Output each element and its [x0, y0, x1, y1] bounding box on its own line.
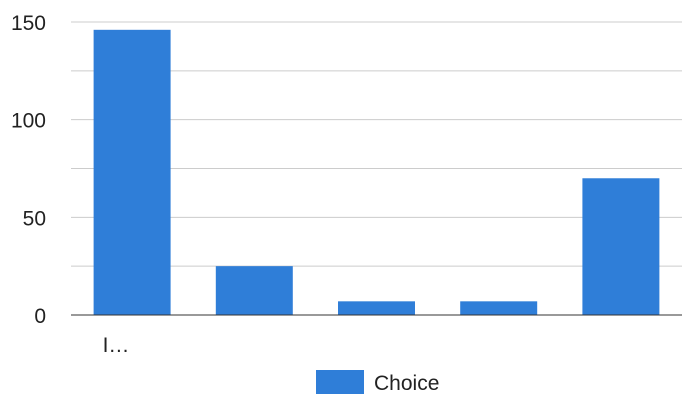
x-tick-label: I… — [103, 334, 130, 357]
y-axis-tick-labels: 0 50 100 150 — [11, 12, 46, 328]
legend-swatch — [316, 370, 364, 394]
y-tick-label: 100 — [11, 110, 46, 133]
legend: Choice — [316, 370, 439, 395]
y-tick-label: 0 — [34, 305, 46, 328]
legend-label: Choice — [374, 372, 439, 395]
gridlines — [71, 21, 682, 267]
bar — [338, 301, 415, 315]
y-tick-label: 150 — [11, 12, 46, 35]
bar — [93, 29, 171, 316]
y-tick-label: 50 — [23, 207, 46, 230]
bar — [460, 301, 538, 315]
x-axis-tick-labels: I… — [103, 334, 130, 357]
bar — [215, 266, 293, 315]
bars — [93, 29, 660, 316]
bar — [582, 178, 660, 315]
